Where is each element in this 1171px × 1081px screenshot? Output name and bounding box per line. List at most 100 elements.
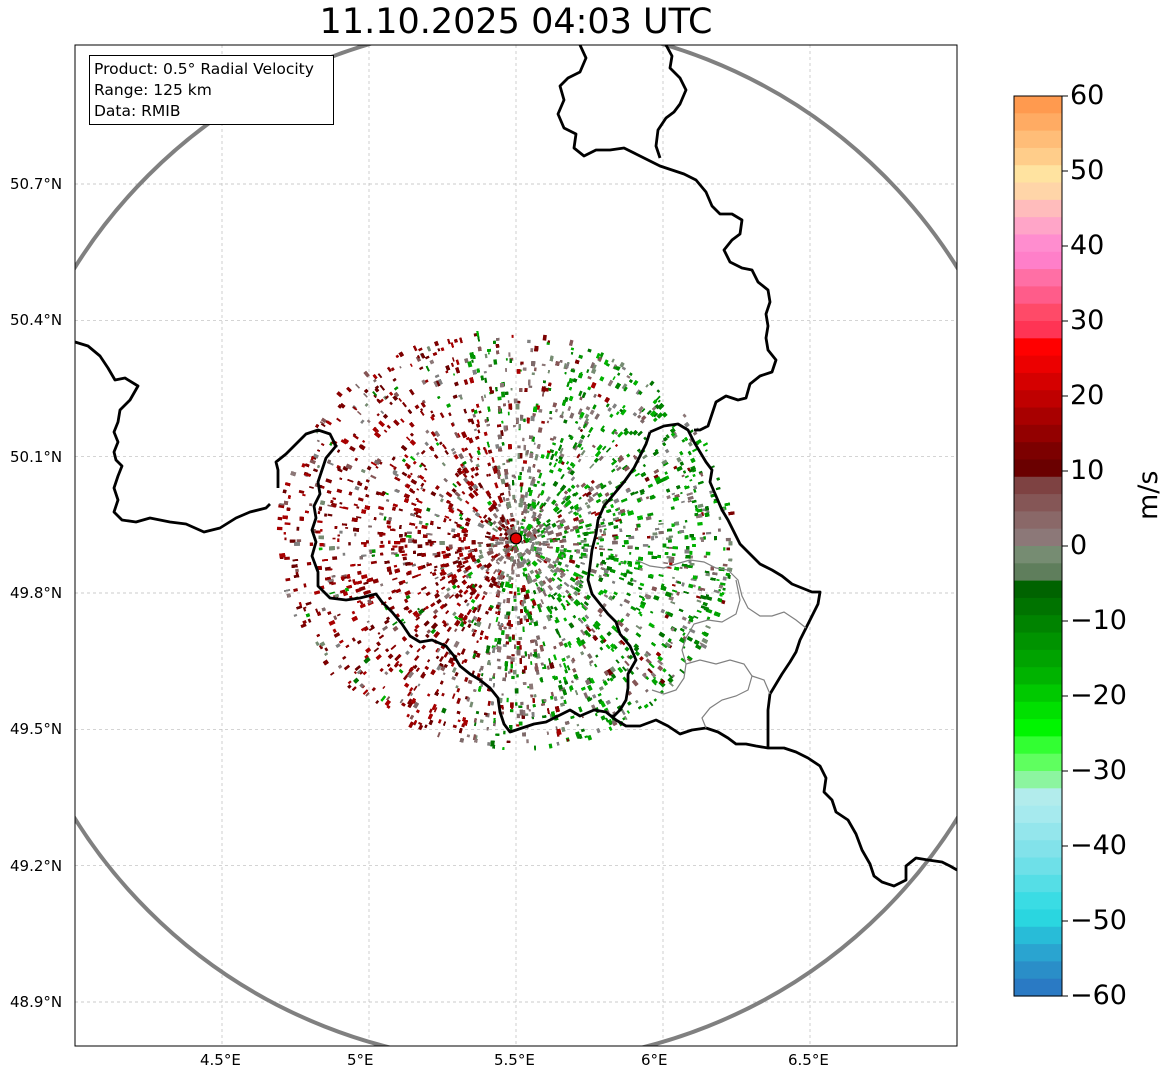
- velocity-gate: [464, 676, 469, 683]
- velocity-gate: [415, 613, 421, 619]
- velocity-gate: [522, 567, 528, 572]
- velocity-gate: [452, 724, 458, 729]
- velocity-gate: [395, 553, 400, 557]
- velocity-gate: [511, 334, 514, 338]
- velocity-gate: [509, 709, 514, 713]
- velocity-gate: [518, 636, 523, 641]
- velocity-gate: [438, 656, 445, 663]
- velocity-gate: [607, 548, 613, 551]
- velocity-gate: [316, 439, 320, 443]
- velocity-gate: [448, 594, 455, 599]
- velocity-gate: [476, 457, 480, 461]
- velocity-gate: [370, 474, 377, 480]
- velocity-gate: [298, 489, 305, 494]
- velocity-gate: [458, 452, 465, 460]
- velocity-gate: [574, 586, 581, 593]
- velocity-gate: [573, 590, 579, 597]
- velocity-gate: [359, 601, 364, 605]
- velocity-gate: [315, 608, 319, 613]
- velocity-gate: [668, 546, 673, 549]
- velocity-gate: [477, 607, 481, 613]
- velocity-gate: [307, 618, 312, 623]
- velocity-gate: [531, 372, 535, 376]
- velocity-gate: [568, 686, 572, 692]
- velocity-gate: [339, 530, 343, 534]
- velocity-gate: [622, 717, 626, 721]
- velocity-gate: [497, 495, 503, 501]
- velocity-gate: [579, 602, 585, 607]
- velocity-gate: [592, 623, 599, 630]
- velocity-gate: [401, 553, 408, 557]
- velocity-gate: [452, 560, 459, 565]
- velocity-gate: [553, 592, 558, 597]
- velocity-gate: [544, 525, 552, 531]
- velocity-gate: [420, 486, 424, 490]
- velocity-gate: [621, 366, 627, 371]
- velocity-gate: [668, 673, 674, 679]
- velocity-gate: [486, 473, 489, 477]
- velocity-gate: [317, 520, 323, 524]
- velocity-gate: [572, 444, 579, 451]
- velocity-gate: [652, 417, 658, 423]
- velocity-gate: [554, 628, 560, 635]
- velocity-gate: [382, 413, 389, 420]
- velocity-gate: [523, 516, 527, 520]
- velocity-gate: [479, 719, 484, 724]
- velocity-gate: [601, 524, 607, 528]
- velocity-gate: [666, 495, 671, 500]
- velocity-gate: [629, 552, 632, 555]
- velocity-gate: [566, 654, 571, 659]
- velocity-gate: [433, 707, 438, 713]
- velocity-gate: [279, 502, 284, 506]
- velocity-gate: [463, 589, 469, 595]
- velocity-gate: [377, 373, 383, 379]
- velocity-gate: [325, 478, 333, 484]
- velocity-gate: [333, 632, 341, 638]
- velocity-gate: [570, 658, 575, 664]
- velocity-gate: [484, 610, 490, 615]
- velocity-gate: [462, 472, 468, 479]
- velocity-gate: [568, 339, 574, 347]
- velocity-gate: [413, 655, 420, 662]
- velocity-gate: [406, 691, 412, 697]
- velocity-gate: [590, 368, 597, 375]
- velocity-gate: [415, 526, 418, 529]
- velocity-gate: [497, 396, 502, 401]
- velocity-gate: [589, 697, 593, 701]
- velocity-gate: [657, 665, 664, 672]
- velocity-gate: [643, 652, 649, 658]
- velocity-gate: [687, 495, 694, 501]
- velocity-gate: [667, 538, 672, 543]
- velocity-gate: [560, 602, 566, 609]
- velocity-gate: [625, 612, 631, 618]
- velocity-gate: [657, 659, 664, 666]
- velocity-gate: [648, 622, 655, 629]
- velocity-gate: [666, 555, 672, 559]
- velocity-gate: [589, 663, 592, 667]
- velocity-gate: [276, 526, 283, 531]
- velocity-gate: [658, 519, 662, 523]
- velocity-gate: [357, 497, 364, 502]
- velocity-gate: [342, 655, 347, 660]
- velocity-gate: [472, 734, 477, 741]
- velocity-gate: [507, 411, 510, 416]
- velocity-gate: [296, 539, 302, 542]
- velocity-gate: [538, 408, 543, 413]
- velocity-gate: [612, 376, 616, 381]
- velocity-gate: [363, 392, 368, 398]
- velocity-gate: [618, 641, 623, 646]
- velocity-gate: [421, 524, 428, 530]
- velocity-gate: [331, 582, 336, 586]
- velocity-gate: [502, 644, 507, 648]
- velocity-gate: [580, 482, 587, 488]
- velocity-gate: [351, 610, 356, 615]
- velocity-gate: [586, 653, 593, 660]
- velocity-gate: [293, 588, 298, 592]
- velocity-gate: [484, 353, 488, 359]
- velocity-gate: [647, 551, 654, 556]
- velocity-gate: [347, 684, 352, 689]
- velocity-gate: [484, 575, 490, 582]
- velocity-gate: [457, 719, 461, 723]
- velocity-gate: [628, 430, 634, 436]
- velocity-gate: [351, 637, 356, 642]
